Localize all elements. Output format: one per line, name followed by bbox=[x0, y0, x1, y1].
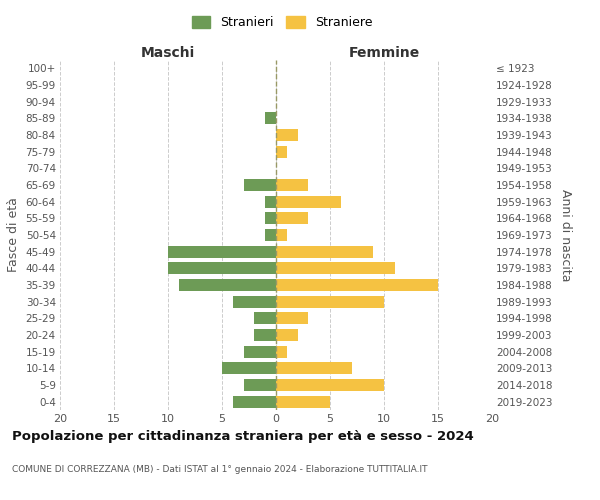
Bar bbox=[168, 262, 276, 274]
Bar bbox=[222, 362, 276, 374]
Bar bbox=[276, 146, 287, 158]
Bar bbox=[276, 279, 438, 291]
Bar bbox=[276, 362, 352, 374]
Bar bbox=[276, 379, 384, 391]
Bar bbox=[276, 179, 308, 191]
Bar bbox=[168, 246, 276, 258]
Bar bbox=[276, 196, 341, 207]
Bar bbox=[254, 329, 276, 341]
Bar bbox=[254, 312, 276, 324]
Text: COMUNE DI CORREZZANA (MB) - Dati ISTAT al 1° gennaio 2024 - Elaborazione TUTTITA: COMUNE DI CORREZZANA (MB) - Dati ISTAT a… bbox=[12, 465, 427, 474]
Bar bbox=[265, 229, 276, 241]
Bar bbox=[265, 196, 276, 207]
Bar bbox=[276, 296, 384, 308]
Text: Maschi: Maschi bbox=[141, 46, 195, 60]
Bar bbox=[233, 296, 276, 308]
Bar bbox=[276, 229, 287, 241]
Bar bbox=[276, 312, 308, 324]
Bar bbox=[276, 396, 330, 407]
Bar bbox=[276, 329, 298, 341]
Bar bbox=[276, 346, 287, 358]
Y-axis label: Anni di nascita: Anni di nascita bbox=[559, 188, 572, 281]
Y-axis label: Fasce di età: Fasce di età bbox=[7, 198, 20, 272]
Bar bbox=[244, 179, 276, 191]
Bar bbox=[179, 279, 276, 291]
Legend: Stranieri, Straniere: Stranieri, Straniere bbox=[187, 11, 377, 34]
Bar bbox=[265, 212, 276, 224]
Bar bbox=[276, 129, 298, 141]
Text: Popolazione per cittadinanza straniera per età e sesso - 2024: Popolazione per cittadinanza straniera p… bbox=[12, 430, 474, 443]
Bar bbox=[265, 112, 276, 124]
Bar bbox=[276, 262, 395, 274]
Bar bbox=[276, 212, 308, 224]
Bar bbox=[276, 246, 373, 258]
Bar bbox=[244, 379, 276, 391]
Text: Femmine: Femmine bbox=[349, 46, 419, 60]
Bar bbox=[233, 396, 276, 407]
Bar bbox=[244, 346, 276, 358]
